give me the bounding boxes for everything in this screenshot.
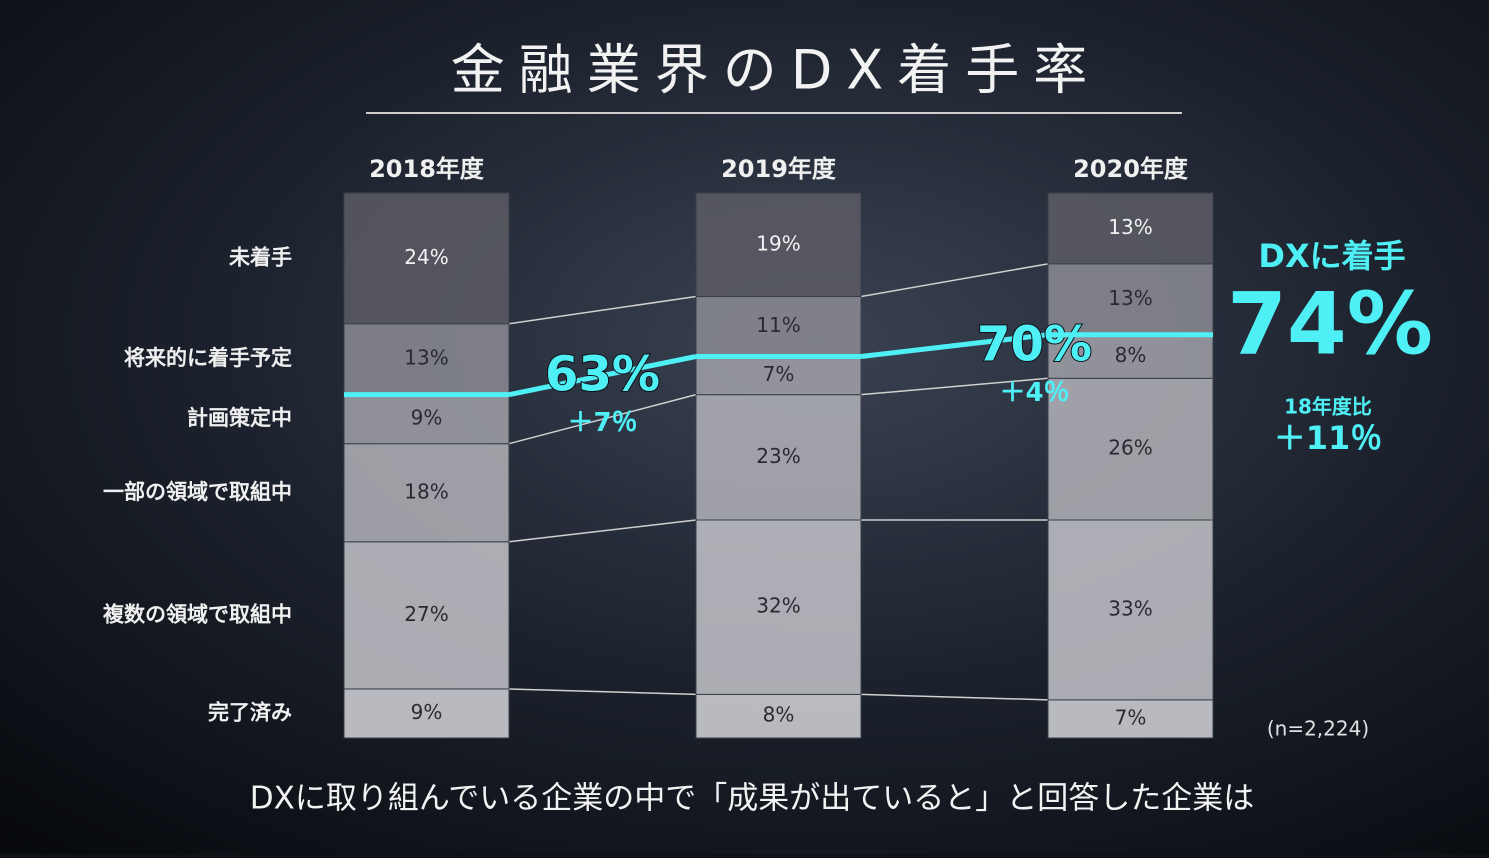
legend-label: 複数の領域で取組中 [102,602,292,626]
value-label: 7% [1115,705,1147,729]
dx-label: 63% [545,347,660,403]
dx-name: DXに着手 [1258,237,1405,275]
bar-segment [343,192,510,325]
bar-segment [343,394,510,445]
x-tick-label: 2019年度 [721,155,837,183]
legend-label: 将来的に着手予定 [124,346,292,370]
bar-segment [695,356,862,396]
dx-line-connector [508,354,697,398]
bar-segment [343,443,510,543]
value-label: 19% [756,231,800,255]
chart-title: 金融業界のDX着手率 [451,39,1102,102]
comparison-label: 18年度比 [1284,395,1372,419]
bar-segment [1047,377,1214,521]
connector [508,295,697,325]
connector [860,263,1049,298]
value-label: 13% [1108,215,1152,239]
bar-segment [1047,334,1214,379]
value-label: 8% [763,703,795,727]
bar-segment [1047,699,1214,739]
x-tick-label: 2018年度 [369,155,485,183]
connector [508,393,697,445]
subtitle: DXに取り組んでいる企業の中で「成果が出ていると」と回答した企業は [250,781,1255,817]
bar-segment [695,394,862,521]
note: (n=2,224) [1267,717,1369,741]
bar-segment [1047,519,1214,701]
legend-label: 未着手 [229,245,292,269]
value-label: 11% [756,313,800,337]
dx-label: 74% [1227,274,1433,374]
legend-label: 一部の領域で取組中 [103,480,292,504]
connector [860,377,1049,396]
dx-label: 70% [977,317,1092,373]
x-tick-label: 2020年度 [1073,155,1189,183]
bar-segment [343,541,510,690]
value-label: 26% [1108,436,1152,460]
value-label: 24% [404,245,448,269]
connector [860,693,1049,701]
bar-segment [695,192,862,298]
value-label: 27% [404,602,448,626]
bar-segment [343,688,510,739]
value-label: 23% [756,444,800,468]
legend-label: 計画策定中 [187,406,292,430]
change-label: ＋4％ [999,378,1069,408]
comparison-value: ＋11％ [1274,419,1383,457]
value-label: 9% [411,700,443,724]
connector [508,519,697,543]
bar-segment [343,323,510,396]
value-label: 13% [1108,286,1152,310]
legend-label: 完了済み [208,700,292,724]
value-label: 13% [404,346,448,370]
value-label: 9% [411,406,443,430]
value-label: 32% [756,594,800,618]
value-label: 18% [404,479,448,503]
change-label: ＋7％ [567,408,637,438]
value-label: 8% [1115,343,1147,367]
value-label: 7% [763,362,795,386]
dx-line-connector [860,332,1049,359]
bar-segment [695,519,862,695]
value-label: 33% [1108,596,1152,620]
bar-segment [1047,192,1214,265]
connector [508,688,697,696]
